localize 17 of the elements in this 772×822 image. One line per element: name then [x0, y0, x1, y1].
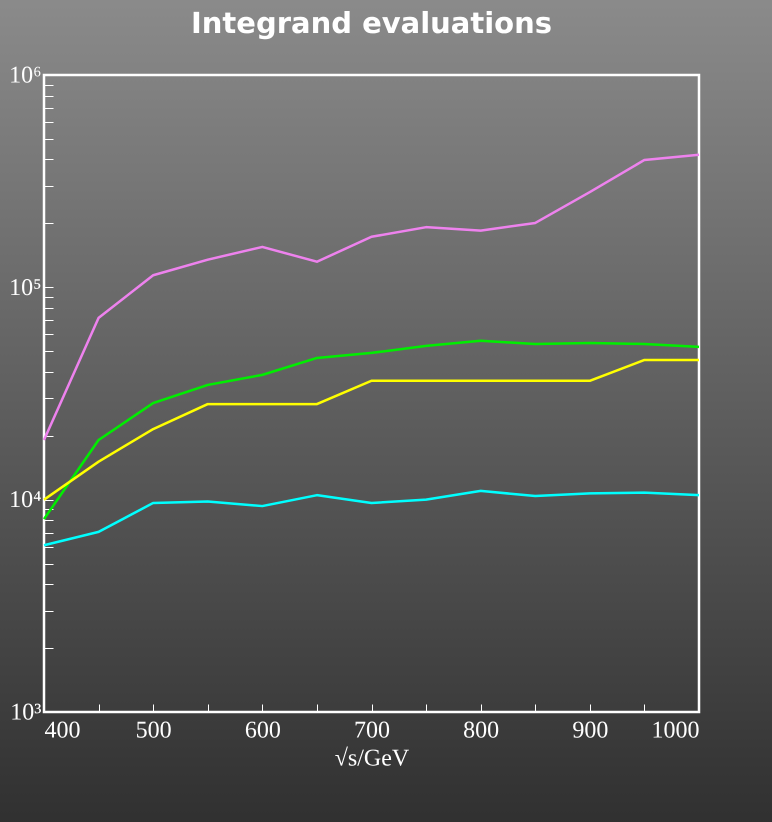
x-tick-label: 900: [572, 718, 608, 744]
y-tick-label: 10⁵: [9, 274, 42, 301]
line-series: [42, 340, 700, 520]
x-tick-label: 500: [136, 718, 172, 744]
x-axis-title: √s/GeV: [334, 746, 410, 772]
line-series: [42, 490, 700, 546]
x-tick-label: 600: [244, 718, 281, 744]
y-tick-label: 10⁴: [9, 487, 42, 514]
chart-title: Integrand evaluations: [190, 6, 552, 40]
x-tick-label: 400: [44, 718, 80, 744]
x-tick-label: 1000: [652, 718, 700, 744]
y-tick-label: 10⁶: [9, 62, 42, 88]
x-tick-label: 800: [463, 718, 500, 744]
x-tick-label: 700: [354, 718, 390, 744]
y-tick-label: 10³: [10, 700, 42, 726]
line-series: [42, 154, 700, 442]
line-series: [42, 358, 700, 501]
